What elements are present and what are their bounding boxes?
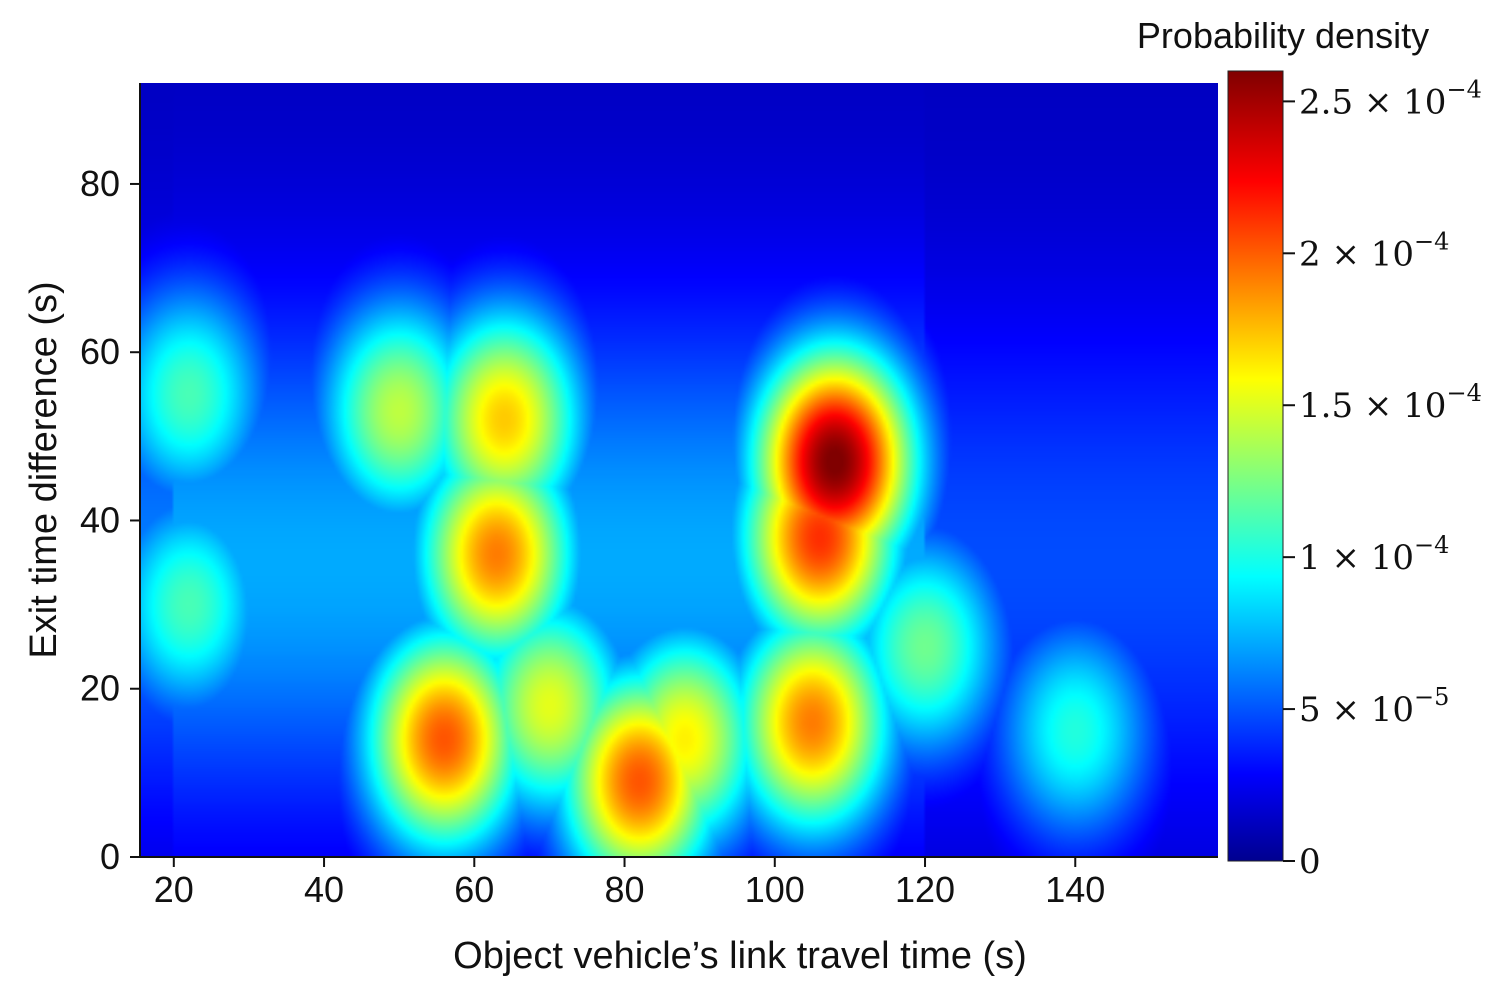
colorbar-tick-label: 2 × 10−4 <box>1299 227 1449 274</box>
y-tick-label: 60 <box>80 331 120 372</box>
x-tick-label: 60 <box>454 869 494 910</box>
y-axis-title: Exit time difference (s) <box>23 281 65 658</box>
x-tick-label: 140 <box>1045 869 1105 910</box>
x-axis-title: Object vehicle’s link travel time (s) <box>453 935 1027 977</box>
density-heatmap <box>140 83 1218 857</box>
colorbar-title: Probability density <box>1137 15 1429 56</box>
y-axis-ticks: 0 20 40 60 80 <box>80 163 140 877</box>
x-tick-label: 120 <box>895 869 955 910</box>
x-tick-label: 80 <box>605 869 645 910</box>
x-axis-ticks: 20 40 60 80 100 120 140 <box>154 857 1105 910</box>
x-tick-label: 20 <box>154 869 194 910</box>
colorbar-ticks: 0 5 × 10−5 1 × 10−4 1.5 × 10−4 2 × 10−4 2.5 ×… <box>1283 75 1482 882</box>
x-tick-label: 40 <box>304 869 344 910</box>
colorbar-tick-label: 1.5 × 10−4 <box>1299 379 1482 426</box>
x-tick-label: 100 <box>745 869 805 910</box>
colorbar <box>1227 70 1284 862</box>
colorbar-tick-label: 0 <box>1299 842 1321 882</box>
colorbar-tick-label: 2.5 × 10−4 <box>1299 75 1482 122</box>
y-tick-label: 0 <box>100 836 120 877</box>
colorbar-tick-label: 5 × 10−5 <box>1299 683 1449 730</box>
y-tick-label: 40 <box>80 499 120 540</box>
colorbar-tick-label: 1 × 10−4 <box>1299 531 1449 578</box>
y-tick-label: 80 <box>80 163 120 204</box>
y-tick-label: 20 <box>80 668 120 709</box>
